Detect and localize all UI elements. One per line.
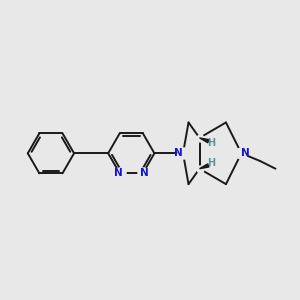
Text: N: N xyxy=(114,168,122,178)
Polygon shape xyxy=(200,138,209,143)
Text: N: N xyxy=(140,168,149,178)
Text: H: H xyxy=(208,138,216,148)
Text: N: N xyxy=(174,148,183,158)
Text: H: H xyxy=(208,158,216,168)
Text: N: N xyxy=(242,148,250,158)
Polygon shape xyxy=(200,164,209,169)
